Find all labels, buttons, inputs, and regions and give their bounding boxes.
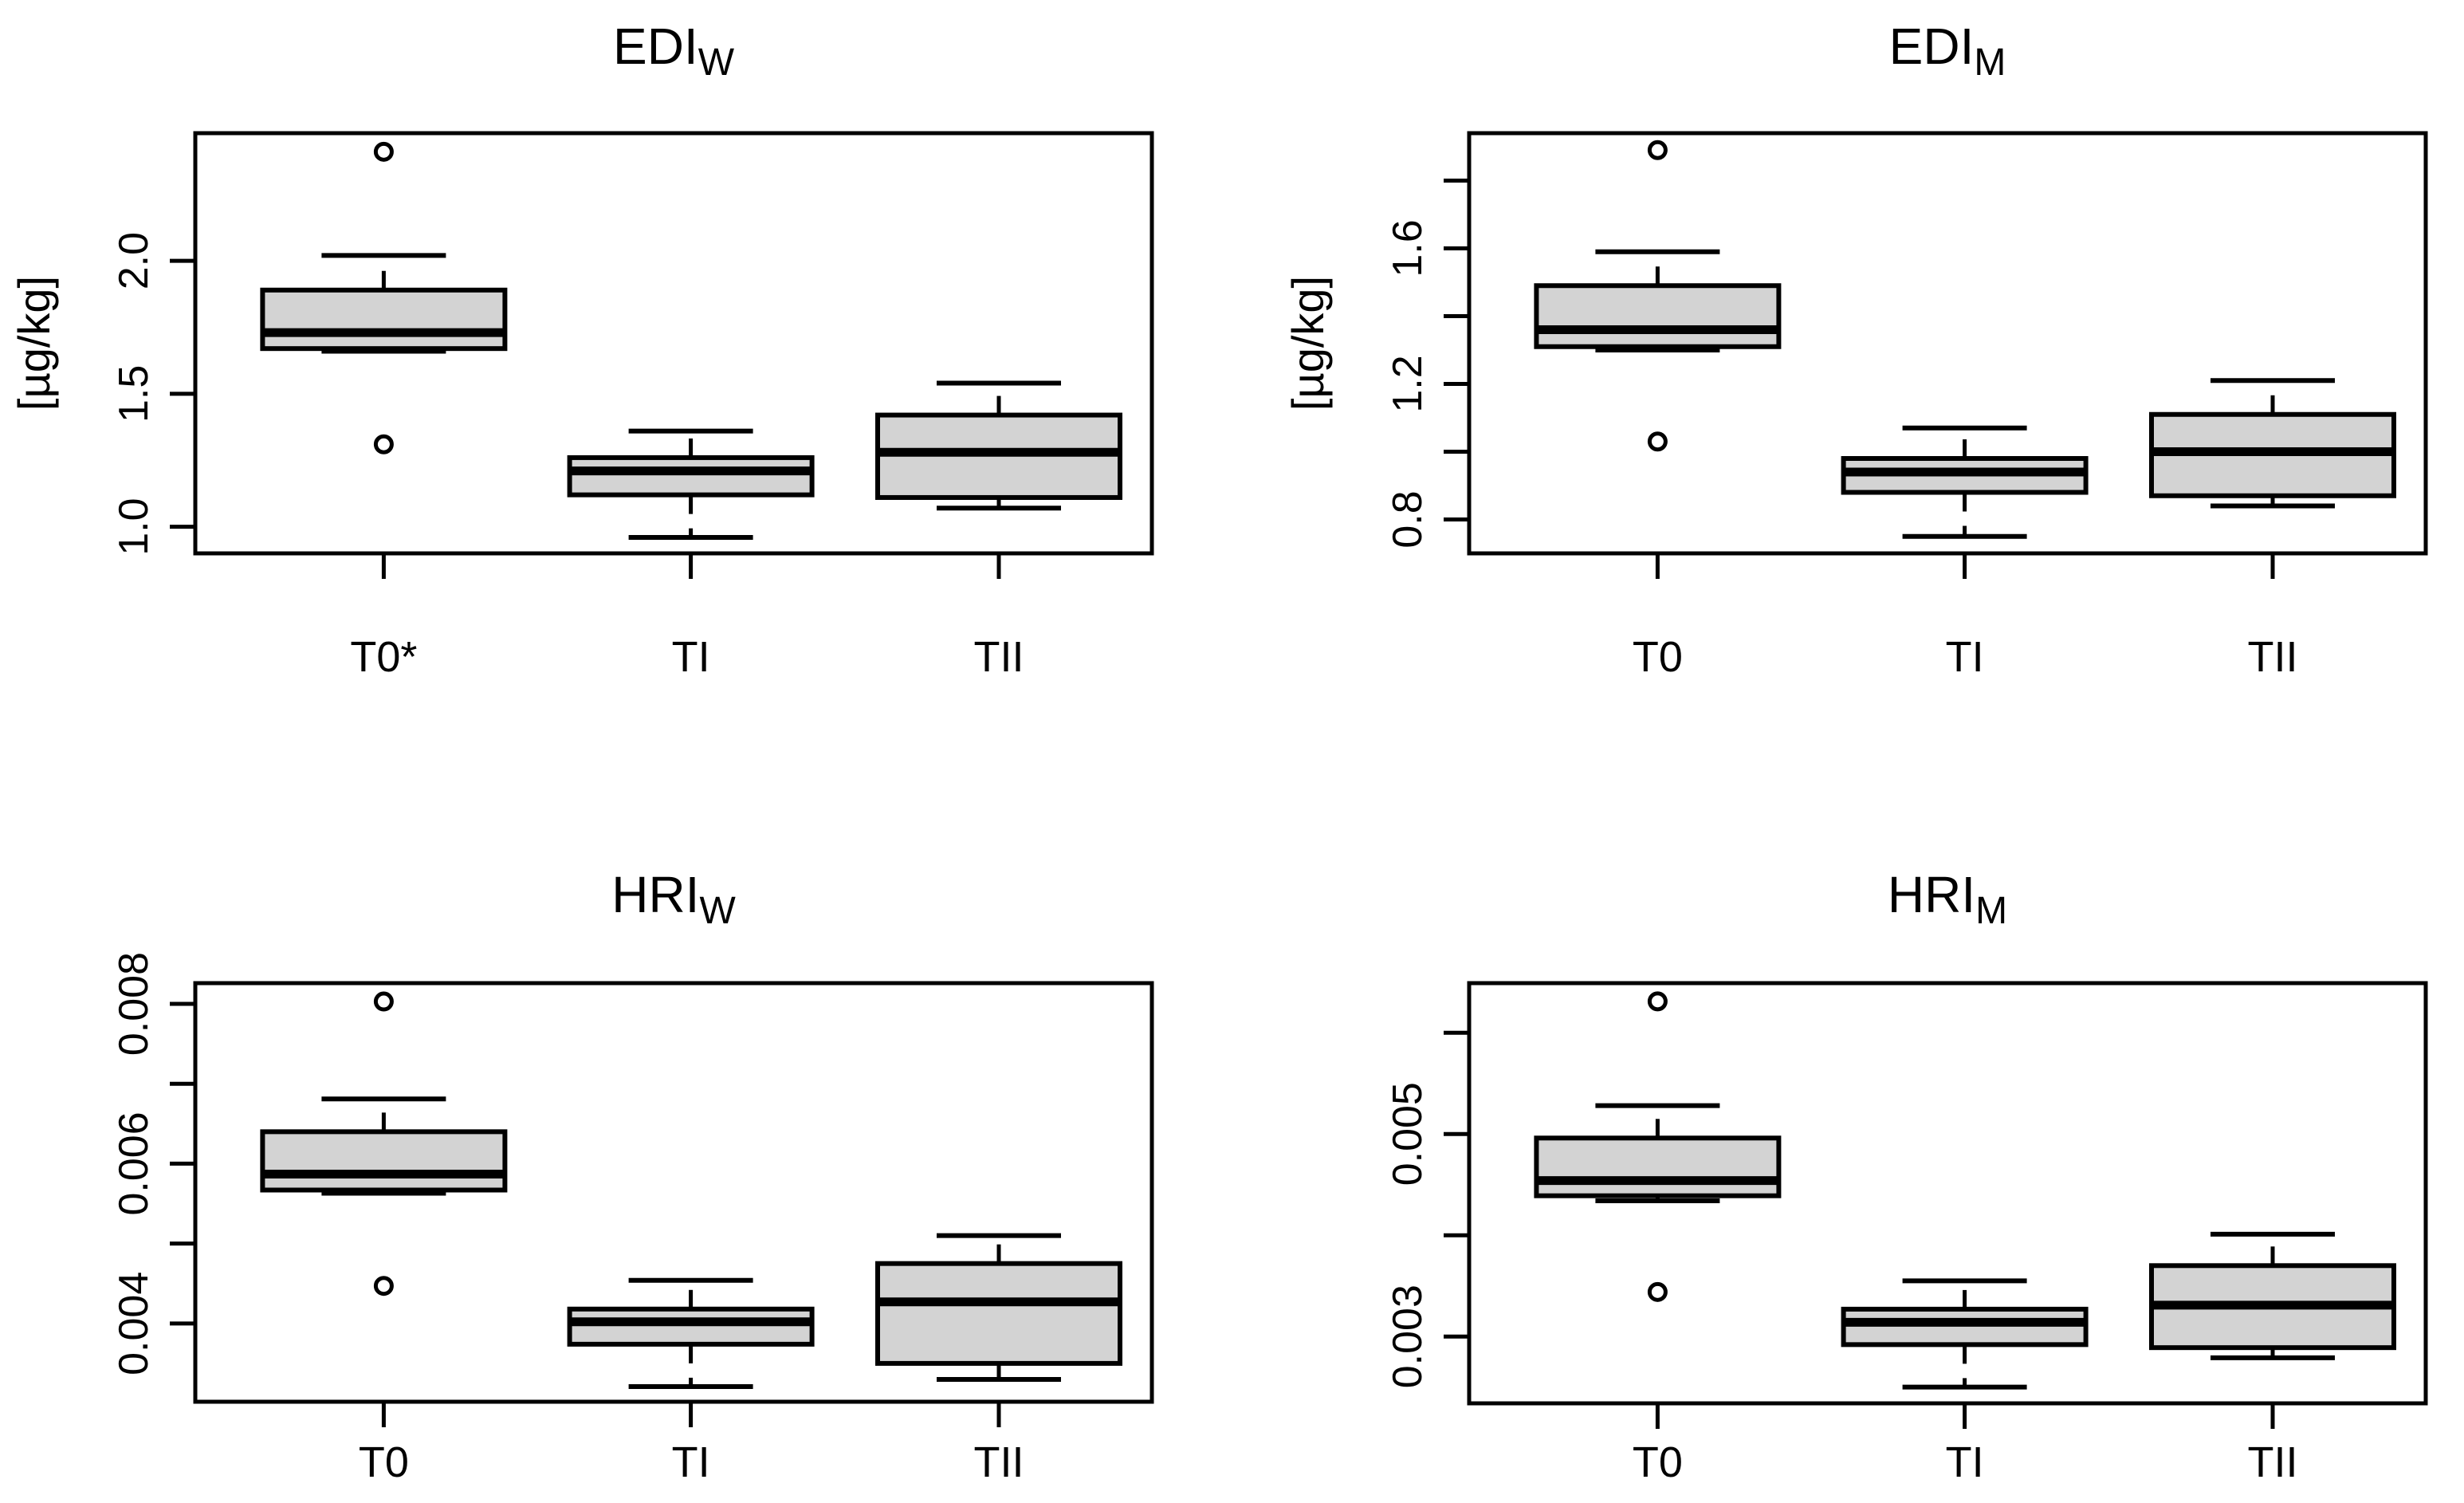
box-t0: [1534, 991, 1782, 1302]
y-tick-label: 0.003: [1385, 1285, 1431, 1388]
panel-title: HRIM: [1888, 866, 2007, 932]
iqr-box: [567, 454, 815, 498]
iqr-box: [1534, 1135, 1782, 1198]
y-tick-label: 1.0: [111, 498, 157, 555]
box-ti: [567, 428, 815, 540]
iqr-box: [260, 287, 508, 352]
x-tick-label: TI: [1946, 633, 1984, 681]
box-t0: [1534, 140, 1782, 452]
plot-frame: [1467, 981, 2428, 1406]
outlier-point: [1647, 140, 1668, 160]
panel-title: EDIW: [613, 18, 735, 84]
iqr-box: [875, 1261, 1122, 1366]
box-t0: [260, 991, 508, 1296]
box-t0star: [260, 141, 508, 454]
panel-title: EDIM: [1889, 18, 2006, 84]
box-ti: [1841, 1278, 2089, 1390]
panel-title: HRIW: [611, 866, 736, 932]
y-tick-label: 0.8: [1385, 490, 1431, 548]
iqr-box: [260, 1129, 508, 1193]
outlier-point: [373, 434, 394, 454]
box-ti: [1841, 425, 2089, 539]
y-tick-label: 0.004: [111, 1272, 157, 1375]
plot-frame: [193, 981, 1154, 1404]
outlier-point: [373, 141, 394, 162]
x-tick-label: T0: [1633, 1438, 1683, 1486]
y-tick-label: 1.5: [111, 365, 157, 423]
iqr-box: [1534, 283, 1782, 349]
y-tick-label: 0.006: [111, 1112, 157, 1215]
iqr-box: [1841, 1306, 2089, 1348]
outlier-point: [373, 991, 394, 1012]
y-tick-label: 0.005: [1385, 1082, 1431, 1186]
outlier-point: [1647, 1281, 1668, 1302]
y-tick-label: 2.0: [111, 232, 157, 289]
x-tick-label: TII: [2248, 633, 2298, 681]
panel-hri-m: HRIM 0.003 0.005 T0 TI TII: [1385, 866, 2428, 1486]
x-tick-label: TI: [672, 1438, 710, 1486]
y-axis-label: [µg/kg]: [1283, 276, 1333, 411]
x-tick-label: TII: [974, 1438, 1024, 1486]
outlier-point: [1647, 991, 1668, 1012]
box-tii: [875, 380, 1122, 511]
iqr-box: [567, 1306, 815, 1347]
x-tick-label: TI: [672, 633, 710, 681]
box-ti: [567, 1277, 815, 1389]
x-tick-label: T0: [359, 1438, 409, 1486]
panel-edi-w: EDIW [µg/kg] 1.0 1.5 2.0 T0* TI TII: [9, 18, 1154, 681]
panel-hri-w: HRIW 0.004 0.006 0.008 T0 TI TII: [111, 866, 1154, 1486]
plot-frame: [193, 131, 1154, 556]
box-tii: [2149, 378, 2396, 509]
x-tick-label: TI: [1946, 1438, 1984, 1486]
box-tii: [2149, 1231, 2396, 1360]
plot-frame: [1467, 131, 2428, 556]
x-tick-label: TII: [2248, 1438, 2298, 1486]
box-tii: [875, 1233, 1122, 1382]
outlier-point: [373, 1276, 394, 1296]
x-tick-label: TII: [974, 633, 1024, 681]
y-tick-label: 1.2: [1385, 355, 1431, 412]
x-tick-label: T0*: [350, 633, 417, 681]
outlier-point: [1647, 431, 1668, 452]
y-tick-label: 0.008: [111, 952, 157, 1056]
panel-edi-m: EDIM [µg/kg] 0.8 1.2 1.6 T0 TI TII: [1283, 18, 2428, 681]
x-tick-label: T0: [1633, 633, 1683, 681]
y-tick-label: 1.6: [1385, 219, 1431, 277]
y-axis-label: [µg/kg]: [9, 276, 59, 411]
